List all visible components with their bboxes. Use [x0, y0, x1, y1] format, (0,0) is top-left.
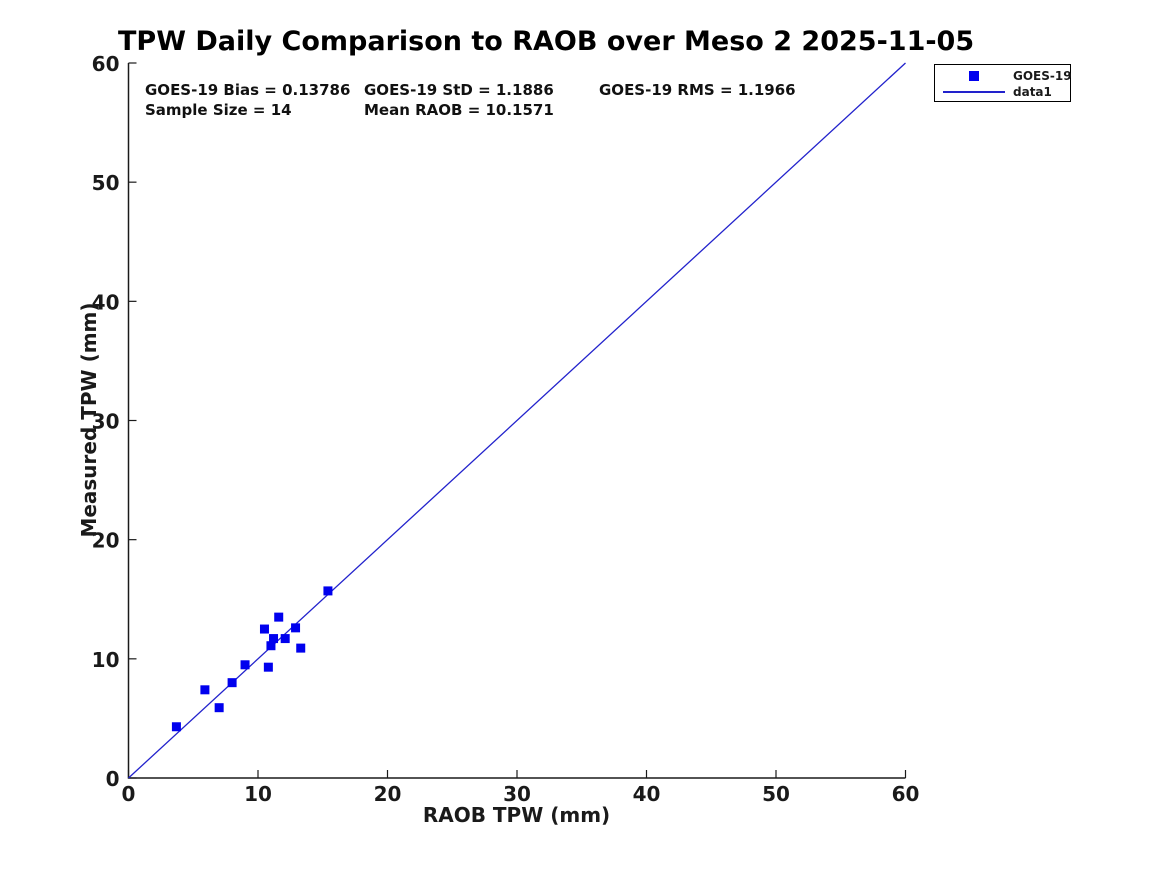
scatter-point — [171, 722, 181, 732]
y-tick-label: 30 — [92, 410, 120, 434]
x-tick-label: 60 — [892, 782, 920, 806]
stat-std: GOES-19 StD = 1.1886 — [364, 81, 554, 99]
scatter-point — [323, 586, 333, 596]
legend-label-data1: data1 — [1013, 85, 1052, 99]
x-tick-label: 30 — [503, 782, 531, 806]
legend-entry-data1: data1 — [935, 84, 1070, 100]
scatter-point — [200, 685, 210, 695]
y-tick-label: 40 — [92, 290, 120, 314]
scatter-point — [280, 634, 290, 644]
y-tick-label: 0 — [106, 767, 120, 791]
y-tick-label: 60 — [92, 52, 120, 76]
scatter-point — [227, 678, 237, 688]
scatter-point — [214, 703, 224, 713]
legend-entry-goes19: GOES-19 — [935, 68, 1072, 84]
scatter-point — [274, 612, 284, 622]
line-swatch-icon — [943, 91, 1005, 93]
y-axis-label: Measured TPW (mm) — [77, 302, 101, 538]
scatter-point — [263, 662, 273, 672]
x-axis-label: RAOB TPW (mm) — [422, 803, 611, 827]
scatter-point — [296, 643, 306, 653]
legend-line-swatch-wrap — [943, 86, 1005, 98]
legend-label-goes19: GOES-19 — [1013, 69, 1072, 83]
legend-box: GOES-19 data1 — [934, 64, 1072, 102]
y-tick-label: 20 — [92, 529, 120, 553]
stat-sample-size: Sample Size = 14 — [145, 101, 292, 119]
y-tick-label: 10 — [92, 648, 120, 672]
scatter-point — [291, 623, 301, 633]
stat-mean-raob: Mean RAOB = 10.1571 — [364, 101, 554, 119]
y-tick-label: 50 — [92, 171, 120, 195]
scatter-point — [240, 660, 250, 670]
x-tick-label: 50 — [762, 782, 790, 806]
scatter-point — [269, 634, 279, 644]
x-tick-label: 20 — [374, 782, 402, 806]
x-tick-label: 0 — [122, 782, 136, 806]
stat-rms: GOES-19 RMS = 1.1966 — [599, 81, 796, 99]
x-tick-label: 40 — [633, 782, 661, 806]
scatter-point — [266, 641, 276, 651]
legend-marker-swatch-wrap — [943, 70, 1005, 82]
scatter-marker-icon — [969, 71, 979, 81]
scatter-point — [259, 624, 269, 634]
x-tick-label: 10 — [244, 782, 272, 806]
stat-bias: GOES-19 Bias = 0.13786 — [145, 81, 351, 99]
chart-title: TPW Daily Comparison to RAOB over Meso 2… — [118, 26, 975, 57]
identity-line — [128, 62, 906, 779]
